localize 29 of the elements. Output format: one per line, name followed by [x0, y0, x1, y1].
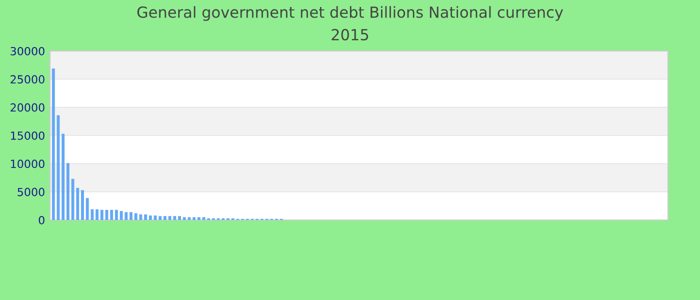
bar	[96, 209, 99, 220]
bar	[81, 190, 84, 220]
bar	[182, 217, 186, 220]
bar	[62, 134, 65, 220]
bar	[178, 216, 181, 220]
bar	[192, 217, 196, 220]
bar	[197, 217, 200, 220]
bar	[130, 212, 132, 220]
bar	[110, 210, 114, 220]
y-tick-label: 5000	[18, 188, 44, 196]
chart-subtitle: 2015	[332, 28, 368, 40]
bar	[158, 216, 162, 220]
bar	[164, 216, 166, 220]
bar	[66, 163, 70, 220]
bar	[144, 214, 148, 220]
bar	[100, 210, 104, 220]
bar	[115, 210, 118, 220]
bar	[148, 215, 152, 220]
bar	[134, 213, 138, 220]
chart-title: General government net debt Billions National currency	[137, 6, 564, 21]
y-tick-label: 30000	[10, 46, 44, 56]
y-tick-label: 0	[38, 216, 44, 224]
bar	[52, 68, 55, 220]
y-tick-label: 15000	[11, 131, 44, 140]
y-tick-label: 25000	[10, 75, 44, 84]
bar	[188, 217, 191, 220]
bar	[202, 217, 206, 220]
y-tick-label: 10000	[11, 160, 44, 168]
y-tick-label: 20000	[10, 103, 44, 112]
